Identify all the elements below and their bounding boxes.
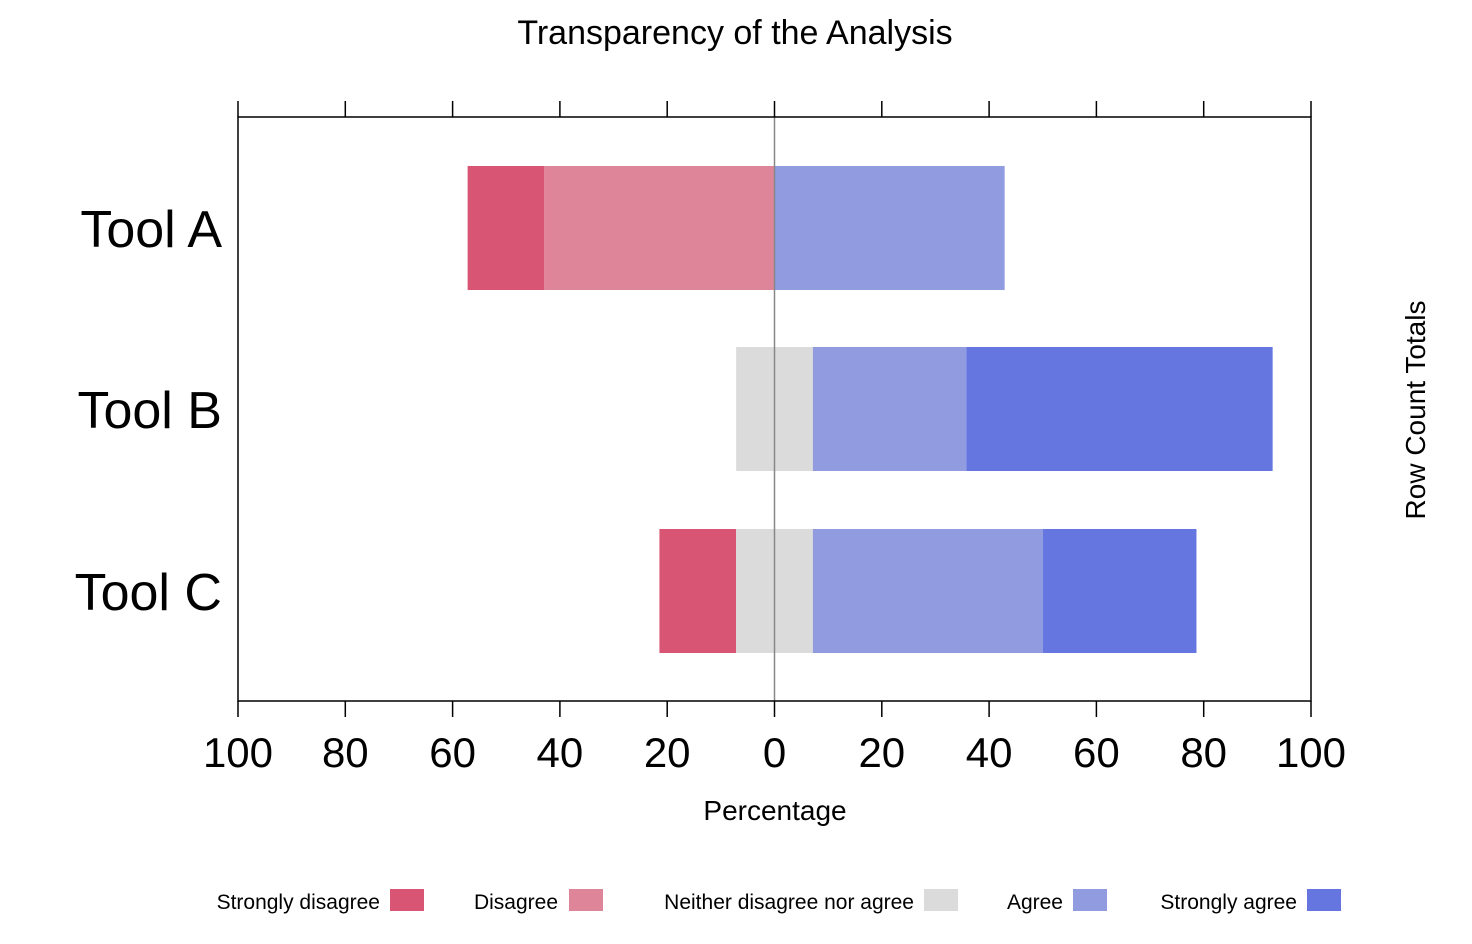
category-label: Tool A (80, 201, 222, 259)
category-label: Tool C (75, 564, 222, 622)
x-tick-label: 60 (429, 729, 476, 776)
legend-label: Strongly disagree (217, 891, 380, 914)
legend-swatch (924, 889, 958, 911)
bar-strongly-agree-tool-b (966, 347, 1273, 471)
bar-agree-tool-a (774, 166, 1005, 290)
bar-agree-tool-b (812, 347, 967, 471)
x-tick-label: 40 (966, 729, 1013, 776)
legend-swatch (390, 889, 424, 911)
x-tick-label: 80 (322, 729, 369, 776)
legend-swatch (1073, 889, 1107, 911)
chart-title: Transparency of the Analysis (517, 14, 952, 52)
legend-label: Agree (1007, 891, 1063, 914)
x-axis-label: Percentage (703, 795, 846, 826)
right-axis-label: Row Count Totals (1400, 301, 1431, 520)
x-tick-label: 40 (537, 729, 584, 776)
x-tick-labels: 100 80 60 40 20 0 20 40 60 80 100 (203, 729, 1346, 776)
legend-swatch (569, 889, 603, 911)
x-tick-label: 100 (203, 729, 273, 776)
legend-swatch (1307, 889, 1341, 911)
bar-agree-tool-c (812, 529, 1044, 653)
x-tick-label: 20 (644, 729, 691, 776)
x-tick-label: 80 (1180, 729, 1227, 776)
x-tick-label: 20 (858, 729, 905, 776)
x-tick-label: 0 (763, 729, 786, 776)
bar-strongly-agree-tool-c (1043, 529, 1197, 653)
category-labels: Tool A Tool B Tool C (75, 201, 223, 622)
category-label: Tool B (77, 382, 222, 440)
bar-disagree-tool-a (544, 166, 775, 290)
bar-strongly-disagree-tool-c (659, 529, 737, 653)
legend-label: Disagree (474, 891, 558, 914)
x-axis-top-ticks (237, 101, 1312, 117)
bar-strongly-disagree-tool-a (467, 166, 545, 290)
x-tick-label: 60 (1073, 729, 1120, 776)
x-tick-label: 100 (1276, 729, 1346, 776)
legend: Strongly disagree Disagree Neither disagre… (217, 889, 1341, 914)
bars-layer (467, 166, 1273, 653)
legend-label: Neither disagree nor agree (664, 891, 914, 914)
legend-label: Strongly agree (1160, 891, 1297, 914)
x-axis-bottom-ticks (237, 701, 1312, 717)
